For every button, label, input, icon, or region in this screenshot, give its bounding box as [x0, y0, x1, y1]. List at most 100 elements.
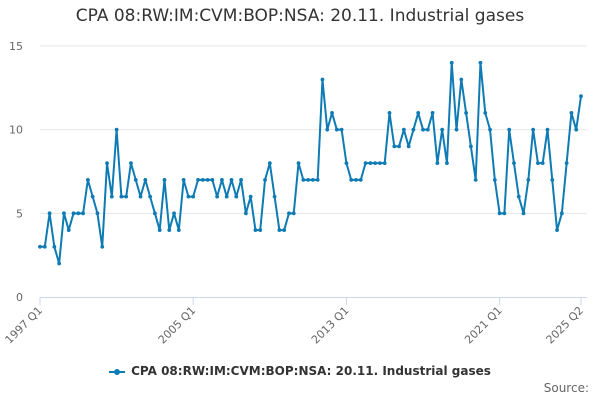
- y-tick-labels: 0 5 10 15: [9, 40, 23, 304]
- data-point: [119, 194, 124, 199]
- data-point: [449, 60, 454, 65]
- data-point: [296, 161, 301, 166]
- data-point: [114, 127, 119, 132]
- data-point: [215, 194, 220, 199]
- data-point: [387, 111, 392, 115]
- data-point: [153, 211, 157, 216]
- data-point: [263, 177, 267, 182]
- data-point: [200, 177, 205, 182]
- data-point: [440, 127, 445, 132]
- legend-series-icon: [109, 368, 126, 375]
- data-point: [176, 228, 181, 232]
- data-point: [301, 177, 306, 182]
- data-point: [358, 177, 363, 182]
- data-point: [406, 144, 411, 149]
- data-point: [167, 228, 172, 232]
- data-point: [512, 161, 516, 166]
- data-point: [354, 177, 358, 182]
- data-point: [267, 161, 272, 166]
- data-point: [157, 228, 162, 232]
- x-tick-labels: 1997 Q1 2005 Q1 2013 Q1 2021 Q1 2025 Q2: [3, 304, 587, 347]
- data-point: [272, 194, 277, 199]
- data-point: [282, 228, 287, 232]
- series-line: [39, 61, 582, 265]
- data-point: [90, 194, 95, 199]
- data-point: [258, 228, 263, 232]
- data-point: [497, 211, 502, 216]
- data-point: [521, 211, 526, 216]
- data-point: [253, 228, 258, 232]
- x-tick-label: 1997 Q1: [3, 304, 46, 347]
- series-layer: [38, 60, 583, 266]
- data-point: [334, 127, 339, 132]
- data-point: [234, 194, 239, 199]
- data-point: [416, 111, 421, 115]
- x-tick-label: 2005 Q1: [156, 304, 199, 347]
- x-axis: [39, 297, 587, 305]
- data-point: [339, 127, 344, 132]
- data-point: [205, 177, 210, 182]
- data-point: [368, 161, 373, 166]
- data-point: [95, 211, 100, 216]
- data-point: [162, 177, 167, 182]
- data-point: [248, 194, 253, 199]
- data-point: [373, 161, 378, 166]
- credits[interactable]: Source:: [543, 381, 589, 395]
- data-point: [569, 111, 574, 115]
- data-point: [478, 60, 483, 65]
- data-point: [397, 144, 401, 149]
- data-point: [129, 161, 133, 166]
- data-point: [100, 244, 105, 249]
- data-point: [330, 111, 334, 115]
- data-point: [411, 127, 416, 132]
- data-point: [435, 161, 440, 166]
- data-point: [277, 228, 282, 232]
- data-point: [47, 211, 52, 216]
- x-tick-label: 2021 Q1: [462, 304, 505, 347]
- y-tick-label: 5: [16, 207, 23, 220]
- data-point: [315, 177, 320, 182]
- data-point: [344, 161, 349, 166]
- data-point: [66, 228, 71, 232]
- data-point: [464, 111, 468, 115]
- data-point: [516, 194, 521, 199]
- data-point: [325, 127, 330, 132]
- data-point: [564, 161, 569, 166]
- data-point: [425, 127, 430, 132]
- data-point: [531, 127, 536, 132]
- data-point: [224, 194, 229, 199]
- data-point: [71, 211, 76, 216]
- data-point: [488, 127, 492, 132]
- data-point: [502, 211, 507, 216]
- data-point: [473, 177, 478, 182]
- data-point: [62, 211, 66, 216]
- data-point: [459, 77, 464, 82]
- data-point: [81, 211, 85, 216]
- data-point: [210, 177, 215, 182]
- data-point: [172, 211, 176, 216]
- data-point: [382, 161, 387, 166]
- data-point: [555, 228, 559, 232]
- data-point: [287, 211, 291, 216]
- data-point: [401, 127, 406, 132]
- data-point: [430, 111, 435, 115]
- data-point: [310, 177, 315, 182]
- y-tick-label: 0: [16, 291, 23, 304]
- data-point: [42, 244, 47, 249]
- data-point: [392, 144, 397, 149]
- data-point: [306, 177, 311, 182]
- data-point: [363, 161, 368, 166]
- data-point: [540, 161, 545, 166]
- data-point: [181, 177, 186, 182]
- data-point: [320, 77, 325, 82]
- data-point: [492, 177, 497, 182]
- data-point: [550, 177, 555, 182]
- data-point: [468, 144, 473, 149]
- data-point: [124, 194, 129, 199]
- data-point: [507, 127, 512, 132]
- data-point: [186, 194, 191, 199]
- y-tick-label: 15: [9, 40, 23, 53]
- legend[interactable]: CPA 08:RW:IM:CVM:BOP:NSA: 20.11. Industr…: [0, 364, 600, 378]
- data-point: [378, 161, 382, 166]
- data-point: [526, 177, 531, 182]
